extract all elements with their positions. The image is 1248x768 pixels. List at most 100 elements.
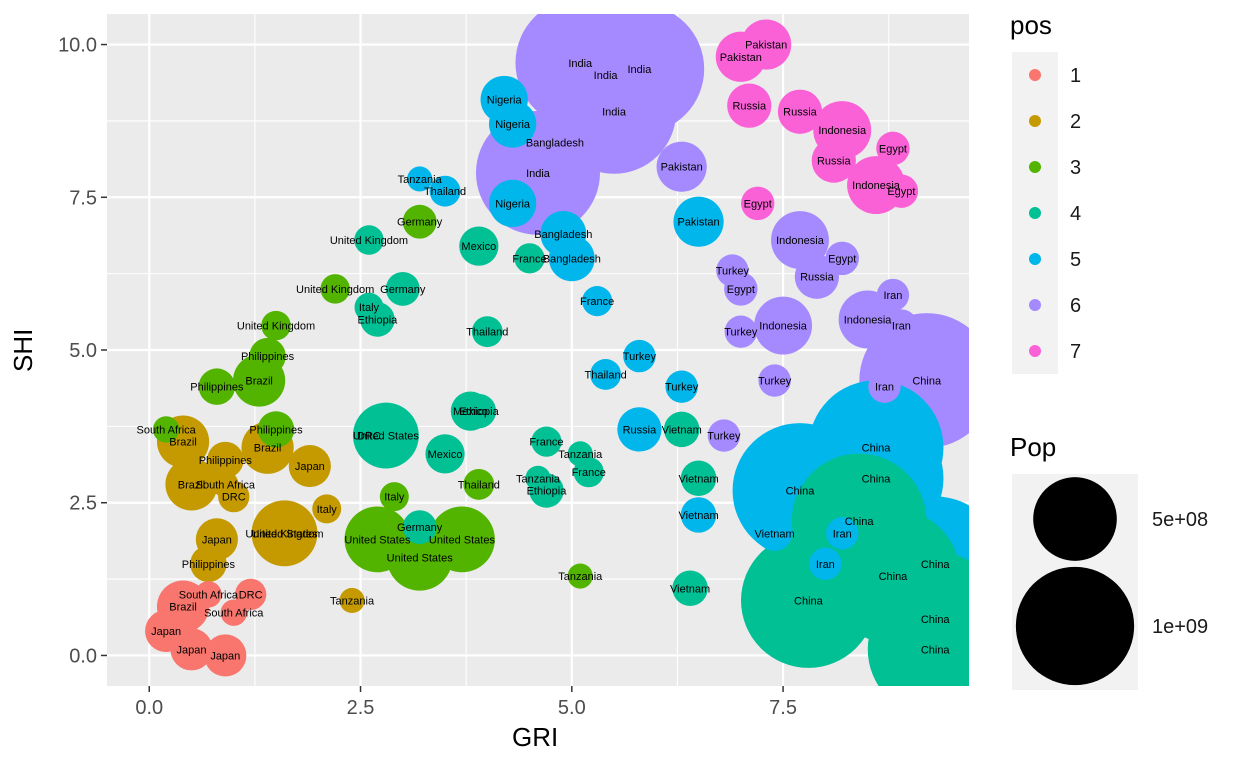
bubble-label: Germany (397, 217, 443, 229)
bubble-tanzania (339, 587, 365, 614)
bubble-label: Vietnam (755, 528, 795, 540)
bubble-indonesia (754, 296, 813, 355)
bubble-indonesia (771, 211, 829, 270)
bubble-label: Iran (883, 290, 902, 302)
bubble-turkey (758, 364, 791, 397)
bubble-italy (354, 292, 384, 322)
bubble-label: Brazil (178, 479, 206, 491)
bubble-turkey (623, 339, 656, 373)
bubble-thailand (429, 175, 461, 207)
bubble-japan (288, 444, 331, 488)
bubble-label: India (526, 168, 551, 180)
bubble-thailand (463, 468, 495, 500)
bubble-label: Italy (317, 504, 338, 516)
bubble-label: United States (251, 528, 318, 540)
legend-pop-key (1015, 566, 1135, 686)
bubble-label: Philippines (241, 351, 295, 363)
bubble-label: DRC (357, 431, 381, 443)
legend-pos-key (1029, 299, 1041, 311)
bubble-label: Indonesia (844, 314, 893, 326)
bubble-iran (826, 517, 859, 550)
bubble-label: Iran (833, 528, 852, 540)
bubble-mexico (459, 226, 499, 266)
bubble-vietnam (680, 497, 717, 533)
bubble-bangladesh (548, 235, 595, 282)
bubble-nigeria (488, 179, 537, 228)
bubble-philippines (207, 441, 244, 479)
bubble-label: Nigeria (495, 198, 531, 210)
bubble-united-kingdom (261, 310, 291, 341)
bubble-philippines (190, 545, 227, 583)
bubble-label: France (580, 296, 614, 308)
bubble-nigeria (488, 100, 537, 148)
x-tick-label: 2.5 (347, 697, 375, 719)
bubble-label: Italy (384, 492, 405, 504)
bubble-tanzania (407, 166, 433, 192)
bubble-label: Russia (817, 156, 852, 168)
bubble-label: China (879, 571, 909, 583)
bubble-philippines (249, 337, 286, 375)
bubble-label: Egypt (879, 143, 907, 155)
bubble-drc (235, 578, 267, 611)
bubble-label: China (862, 443, 892, 455)
bubble-label: Turkey (665, 382, 699, 394)
bubble-label: Egypt (727, 284, 755, 296)
bubble-label: Russia (732, 101, 767, 113)
bubble-iran (876, 278, 910, 312)
bubble-japan (170, 628, 213, 671)
y-axis-title: SHI (8, 328, 38, 372)
legend-pos-label: 3 (1070, 157, 1081, 179)
bubble-france (582, 286, 613, 317)
bubble-pakistan (673, 196, 724, 247)
legend-pos-key (1029, 115, 1041, 127)
bubble-label: Vietnam (678, 510, 718, 522)
bubble-label: Indonesia (776, 235, 825, 247)
bubble-germany (402, 204, 437, 239)
bubble-italy (312, 494, 342, 524)
y-tick-label: 10.0 (58, 35, 97, 57)
bubble-united-kingdom (320, 274, 350, 304)
bubble-ethiopia (461, 393, 497, 429)
bubble-france (514, 243, 545, 274)
bubble-label: Japan (202, 534, 232, 546)
bubble-label: Pakistan (677, 217, 719, 229)
bubble-label: DRC (222, 492, 246, 504)
bubble-label: Philippines (249, 424, 303, 436)
bubble-label: Tanzania (558, 449, 603, 461)
bubble-united-states (386, 524, 453, 591)
bubble-bangladesh (531, 119, 578, 166)
bubble-label: Bangladesh (534, 229, 592, 241)
bubble-pakistan (656, 141, 707, 192)
bubble-turkey (665, 370, 698, 403)
bubble-label: Indonesia (759, 321, 808, 333)
legend-pop-key (1033, 477, 1117, 561)
y-tick-label: 5.0 (69, 340, 97, 362)
bubble-label: United Kingdom (296, 284, 374, 296)
bubble-label: Japan (210, 650, 240, 662)
bubble-label: Nigeria (495, 119, 531, 131)
bubble-label: France (572, 467, 606, 479)
legend-pop-label: 5e+08 (1152, 509, 1208, 531)
bubble-label: India (594, 70, 619, 82)
legend-pos-label: 2 (1070, 111, 1081, 133)
bubble-label: China (786, 486, 816, 498)
bubble-label: China (921, 644, 951, 656)
legend-pos-key (1029, 207, 1041, 219)
bubble-label: France (529, 437, 563, 449)
bubble-south-africa (195, 581, 222, 608)
legend-pos-key (1029, 161, 1041, 173)
bubble-thailand (471, 316, 503, 348)
bubble-label: Tanzania (398, 174, 443, 186)
legend-pos-key (1029, 345, 1041, 357)
bubble-labels: China China China China China China China China… (136, 40, 950, 663)
bubble-iran (809, 547, 842, 581)
bubble-label: South Africa (179, 589, 239, 601)
bubble-tanzania (567, 441, 593, 467)
bubble-label: Egypt (887, 186, 915, 198)
bubble-south-africa (152, 416, 180, 443)
bubble-label: Russia (800, 272, 835, 284)
bubble-label: Pakistan (745, 40, 787, 52)
bubble-united-kingdom (269, 518, 300, 548)
x-axis-title: GRI (512, 722, 559, 752)
bubble-south-africa (220, 599, 247, 626)
